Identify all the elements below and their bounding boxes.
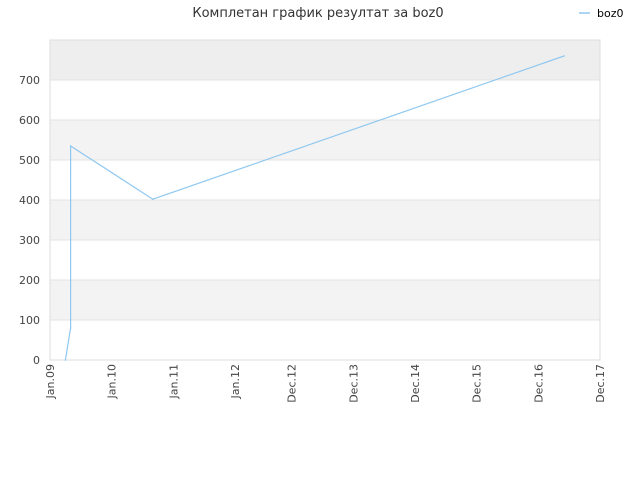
x-tick-label: Dec.14 bbox=[409, 364, 422, 403]
grid-band bbox=[50, 160, 600, 200]
plot-frame bbox=[49, 39, 601, 361]
y-tick-label: 600 bbox=[19, 114, 40, 127]
data-point bbox=[64, 359, 67, 361]
x-tick-label: Dec.13 bbox=[347, 364, 360, 403]
data-point bbox=[152, 198, 154, 200]
grid-band bbox=[50, 120, 600, 160]
grid-band bbox=[50, 80, 600, 120]
x-tick-label: Dec.17 bbox=[594, 364, 607, 403]
legend-label-boz0: boz0 bbox=[597, 7, 624, 20]
x-tick-label: Jan.12 bbox=[229, 364, 242, 399]
grid-band bbox=[50, 280, 600, 320]
x-tick-label: Jan.09 bbox=[44, 364, 57, 399]
y-tick-label: 400 bbox=[19, 194, 40, 207]
y-tick-label: 0 bbox=[33, 354, 40, 367]
x-tick-label: Jan.10 bbox=[106, 364, 119, 399]
grid-band bbox=[50, 240, 600, 280]
x-axis-ticks: Jan.09 Jan.10 Jan.11 Jan.12 Dec.12 Dec.13 Dec.… bbox=[44, 364, 607, 403]
series-layer bbox=[64, 55, 565, 361]
y-tick-label: 100 bbox=[19, 314, 40, 327]
grid-band bbox=[50, 200, 600, 240]
chart-title: Комплетан график резултат за boz0 bbox=[192, 6, 443, 21]
y-tick-label: 200 bbox=[19, 274, 40, 287]
y-tick-label: 700 bbox=[19, 74, 40, 87]
legend: boz0 bbox=[579, 7, 624, 20]
data-point bbox=[69, 145, 72, 147]
x-tick-label: Dec.16 bbox=[532, 364, 545, 403]
y-tick-label: 300 bbox=[19, 234, 40, 247]
grid-band bbox=[50, 40, 600, 80]
grid-band bbox=[50, 320, 600, 360]
x-tick-label: Dec.15 bbox=[471, 364, 484, 403]
x-tick-label: Jan.11 bbox=[167, 364, 180, 399]
y-axis-ticks: 0 100 200 300 400 500 600 700 bbox=[19, 74, 40, 367]
data-point bbox=[69, 327, 72, 329]
grid-bands bbox=[50, 40, 600, 360]
data-point bbox=[563, 55, 565, 57]
x-tick-label: Dec.12 bbox=[286, 364, 299, 403]
y-tick-label: 500 bbox=[19, 154, 40, 167]
